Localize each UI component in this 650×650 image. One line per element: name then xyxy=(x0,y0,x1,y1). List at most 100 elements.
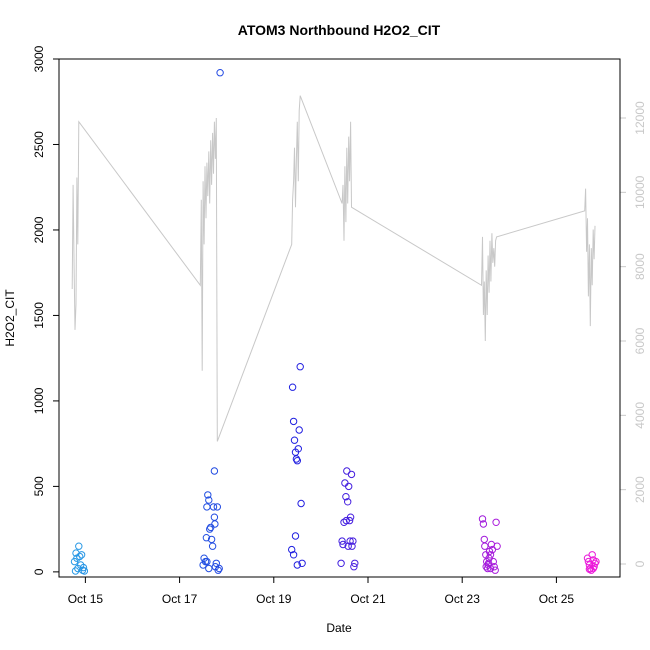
data-point xyxy=(584,557,593,566)
data-point xyxy=(491,566,499,574)
y2-tick-label: 8000 xyxy=(633,253,647,280)
data-point xyxy=(76,552,84,561)
data-point xyxy=(493,542,501,550)
data-point xyxy=(289,417,298,426)
y-tick-label: 0 xyxy=(32,568,46,575)
data-point xyxy=(342,516,350,525)
data-point xyxy=(492,518,500,526)
data-point xyxy=(345,516,354,525)
data-point xyxy=(202,534,211,542)
data-point xyxy=(77,551,86,559)
data-point xyxy=(351,559,359,567)
data-point xyxy=(489,557,497,566)
data-point xyxy=(215,564,223,573)
plot-frame xyxy=(58,58,621,578)
data-point xyxy=(346,537,354,545)
data-point xyxy=(589,564,597,573)
data-point xyxy=(203,557,211,566)
data-point xyxy=(479,520,488,528)
data-point xyxy=(213,503,222,511)
data-point xyxy=(290,436,299,444)
x-tick-label: Oct 25 xyxy=(539,592,575,606)
x-tick-label: Oct 21 xyxy=(350,592,386,606)
data-point xyxy=(289,551,298,559)
data-point xyxy=(210,467,219,475)
data-point xyxy=(483,564,492,573)
data-point xyxy=(209,503,218,511)
data-point xyxy=(293,457,301,465)
data-point xyxy=(288,383,297,391)
data-point xyxy=(205,496,213,504)
data-point xyxy=(484,559,493,567)
y-tick-label: 3000 xyxy=(32,45,46,72)
data-point xyxy=(344,542,352,550)
data-point xyxy=(206,525,214,533)
data-point xyxy=(345,482,353,491)
data-point xyxy=(205,564,213,573)
data-point xyxy=(344,498,352,506)
data-point xyxy=(204,491,212,499)
data-point xyxy=(80,567,89,575)
data-point xyxy=(297,499,305,508)
x-tick-label: Oct 23 xyxy=(445,592,481,606)
y-tick-label: 2500 xyxy=(32,131,46,158)
altitude-line-layer xyxy=(71,95,596,442)
y2-tick-label: 2000 xyxy=(633,476,647,503)
axes-layer: Oct 15 Oct 17 Oct 19 Oct 21 Oct 23 Oct 25 0 500… xyxy=(32,45,647,606)
data-point xyxy=(295,426,303,434)
x-axis-label: Date xyxy=(326,621,352,635)
data-point xyxy=(339,540,347,549)
data-point xyxy=(343,467,351,475)
data-point xyxy=(349,537,357,545)
data-point xyxy=(216,69,224,77)
data-point xyxy=(296,363,304,371)
y2-tick-label: 4000 xyxy=(633,402,647,429)
data-point xyxy=(294,445,302,453)
data-point xyxy=(291,532,300,540)
data-point xyxy=(208,542,217,550)
chart-title: ATOM3 Northbound H2O2_CIT xyxy=(238,22,441,38)
data-point xyxy=(591,559,599,567)
x-tick-label: Oct 19 xyxy=(256,592,292,606)
x-tick-label: Oct 17 xyxy=(162,592,198,606)
y2-tick-label: 10000 xyxy=(633,175,647,209)
data-point xyxy=(75,542,83,550)
data-point xyxy=(585,565,594,573)
data-point xyxy=(79,563,88,572)
y2-tick-label: 6000 xyxy=(633,327,647,354)
data-point xyxy=(211,520,219,528)
data-point xyxy=(486,551,495,559)
data-point xyxy=(592,557,600,566)
data-point xyxy=(586,564,594,573)
y-tick-label: 500 xyxy=(32,476,46,496)
data-point xyxy=(288,545,296,554)
data-point xyxy=(347,470,356,479)
data-point xyxy=(348,542,356,550)
data-point xyxy=(298,559,306,567)
data-point xyxy=(342,493,350,501)
y2-tick-label: 12000 xyxy=(633,101,647,135)
y2-tick-label: 0 xyxy=(633,560,647,567)
data-point xyxy=(71,567,80,575)
data-point xyxy=(350,563,358,571)
y-axis-label: H2O2_CIT xyxy=(3,289,17,347)
data-point xyxy=(481,542,489,550)
x-tick-label: Oct 15 xyxy=(68,592,104,606)
data-point xyxy=(337,559,345,567)
data-point xyxy=(478,515,487,523)
y-tick-label: 1500 xyxy=(32,302,46,329)
data-point xyxy=(588,551,596,559)
data-point xyxy=(207,535,216,544)
data-point xyxy=(486,564,495,573)
altitude-line xyxy=(71,95,596,442)
y-tick-label: 2000 xyxy=(32,216,46,243)
data-point xyxy=(490,563,498,571)
data-point xyxy=(488,545,497,554)
y-tick-label: 1000 xyxy=(32,387,46,414)
data-point xyxy=(214,566,222,574)
data-point xyxy=(338,537,346,545)
data-point xyxy=(293,561,301,569)
points-layer xyxy=(70,69,600,575)
